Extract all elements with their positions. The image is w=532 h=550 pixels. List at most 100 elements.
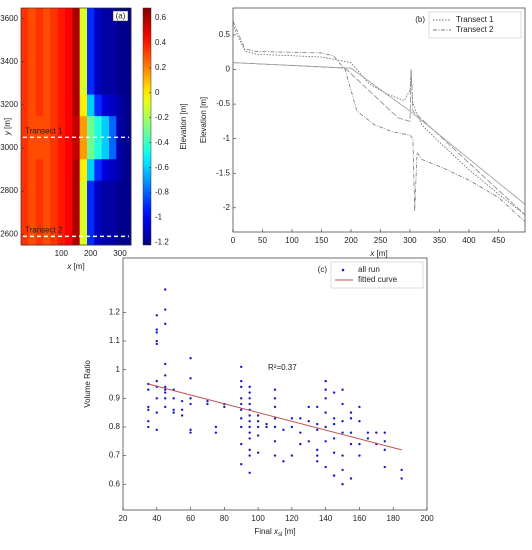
heat-cell	[65, 29, 73, 52]
colorbar-label: Elevation [m]	[179, 103, 188, 149]
fit-annotation: R²=0.37	[268, 363, 297, 372]
heat-cell	[94, 137, 103, 160]
heat-cell	[79, 201, 88, 224]
heat-cell	[43, 115, 51, 138]
heat-cell	[101, 201, 110, 224]
heat-cell	[50, 180, 59, 203]
data-point	[155, 314, 158, 317]
heat-cell	[65, 115, 73, 138]
heat-cell	[116, 201, 125, 224]
data-point	[349, 417, 353, 420]
x-tick-label: 0	[231, 236, 236, 245]
data-point	[349, 431, 353, 434]
axis-label-part: Elevation [m]	[199, 97, 208, 143]
y-tick-label: 1.2	[109, 308, 121, 317]
heat-cell	[28, 158, 37, 181]
data-point	[375, 431, 378, 434]
data-point	[147, 420, 150, 423]
data-point	[189, 397, 192, 400]
data-point	[349, 411, 353, 414]
heat-cell	[87, 201, 95, 224]
heat-cell	[57, 94, 66, 117]
data-point	[256, 425, 260, 429]
heat-cell	[50, 158, 59, 181]
heat-cell	[28, 180, 37, 203]
heat-cell	[101, 72, 110, 95]
colorbar-tick-label: -0.2	[155, 113, 169, 122]
data-point	[248, 431, 251, 434]
data-point	[358, 420, 361, 423]
data-point	[248, 437, 251, 440]
y-tick-label: -2	[223, 203, 231, 212]
data-point	[341, 388, 344, 391]
heat-cell	[79, 115, 88, 138]
heat-cell	[94, 8, 103, 30]
heat-cell	[101, 29, 110, 52]
panel-label-box	[112, 10, 129, 22]
heat-cell	[21, 29, 29, 52]
heat-cell	[28, 201, 37, 224]
heat-cell	[21, 180, 29, 203]
heat-cell	[65, 8, 73, 30]
data-point	[273, 405, 277, 409]
heat-cell	[57, 29, 66, 52]
data-point	[324, 388, 327, 391]
data-point	[223, 405, 226, 409]
data-point	[316, 454, 319, 457]
data-point	[265, 425, 268, 429]
data-point	[341, 420, 344, 423]
heat-cell	[21, 201, 29, 224]
heat-cell	[72, 158, 81, 181]
heat-cell	[101, 158, 110, 181]
data-point	[256, 414, 260, 417]
axis-label-part: sl	[278, 532, 282, 538]
heat-cell	[43, 158, 51, 181]
data-point	[332, 391, 336, 394]
heat-cell	[94, 51, 103, 74]
data-point	[240, 379, 243, 383]
heat-cell	[57, 158, 66, 181]
axis-label-part: Volume Ratio	[83, 360, 92, 408]
x-tick-label: 140	[319, 514, 333, 523]
y-tick-label: -0.5	[216, 99, 230, 108]
data-point	[265, 422, 268, 426]
data-point	[164, 385, 167, 389]
fit-line	[148, 383, 402, 451]
heat-cell	[65, 51, 73, 74]
data-point	[240, 462, 243, 466]
data-point	[155, 397, 158, 400]
data-point	[307, 420, 310, 423]
heat-cell	[43, 137, 51, 160]
legend-label: Transect 2	[456, 25, 494, 34]
heat-cell	[109, 158, 117, 181]
heat-cell	[72, 201, 81, 224]
heat-cell	[72, 29, 81, 52]
heat-cell	[79, 137, 88, 160]
axes-frame	[20, 7, 132, 246]
heat-cell	[116, 94, 125, 117]
data-point	[206, 402, 209, 406]
heat-cell	[79, 94, 88, 117]
heat-cell	[57, 115, 66, 138]
data-point	[316, 422, 319, 426]
heat-cell	[35, 94, 44, 117]
data-point	[164, 288, 167, 291]
heat-cell	[50, 51, 59, 74]
data-point	[290, 417, 294, 420]
heat-cell	[65, 201, 73, 224]
data-point	[240, 408, 243, 411]
heat-cell	[109, 29, 117, 52]
data-point	[324, 397, 327, 400]
heat-cell	[87, 29, 95, 52]
heat-cell	[28, 51, 37, 74]
x-tick-label: 150	[315, 236, 329, 245]
y-tick-label: 2800	[0, 186, 18, 195]
data-point	[164, 308, 167, 311]
data-point	[180, 414, 184, 417]
heat-cell	[21, 223, 29, 246]
heat-cell	[43, 94, 51, 117]
data-point	[155, 428, 158, 432]
data-point	[248, 448, 251, 452]
data-point	[383, 431, 386, 434]
y-tick-label: 0.6	[109, 479, 121, 488]
